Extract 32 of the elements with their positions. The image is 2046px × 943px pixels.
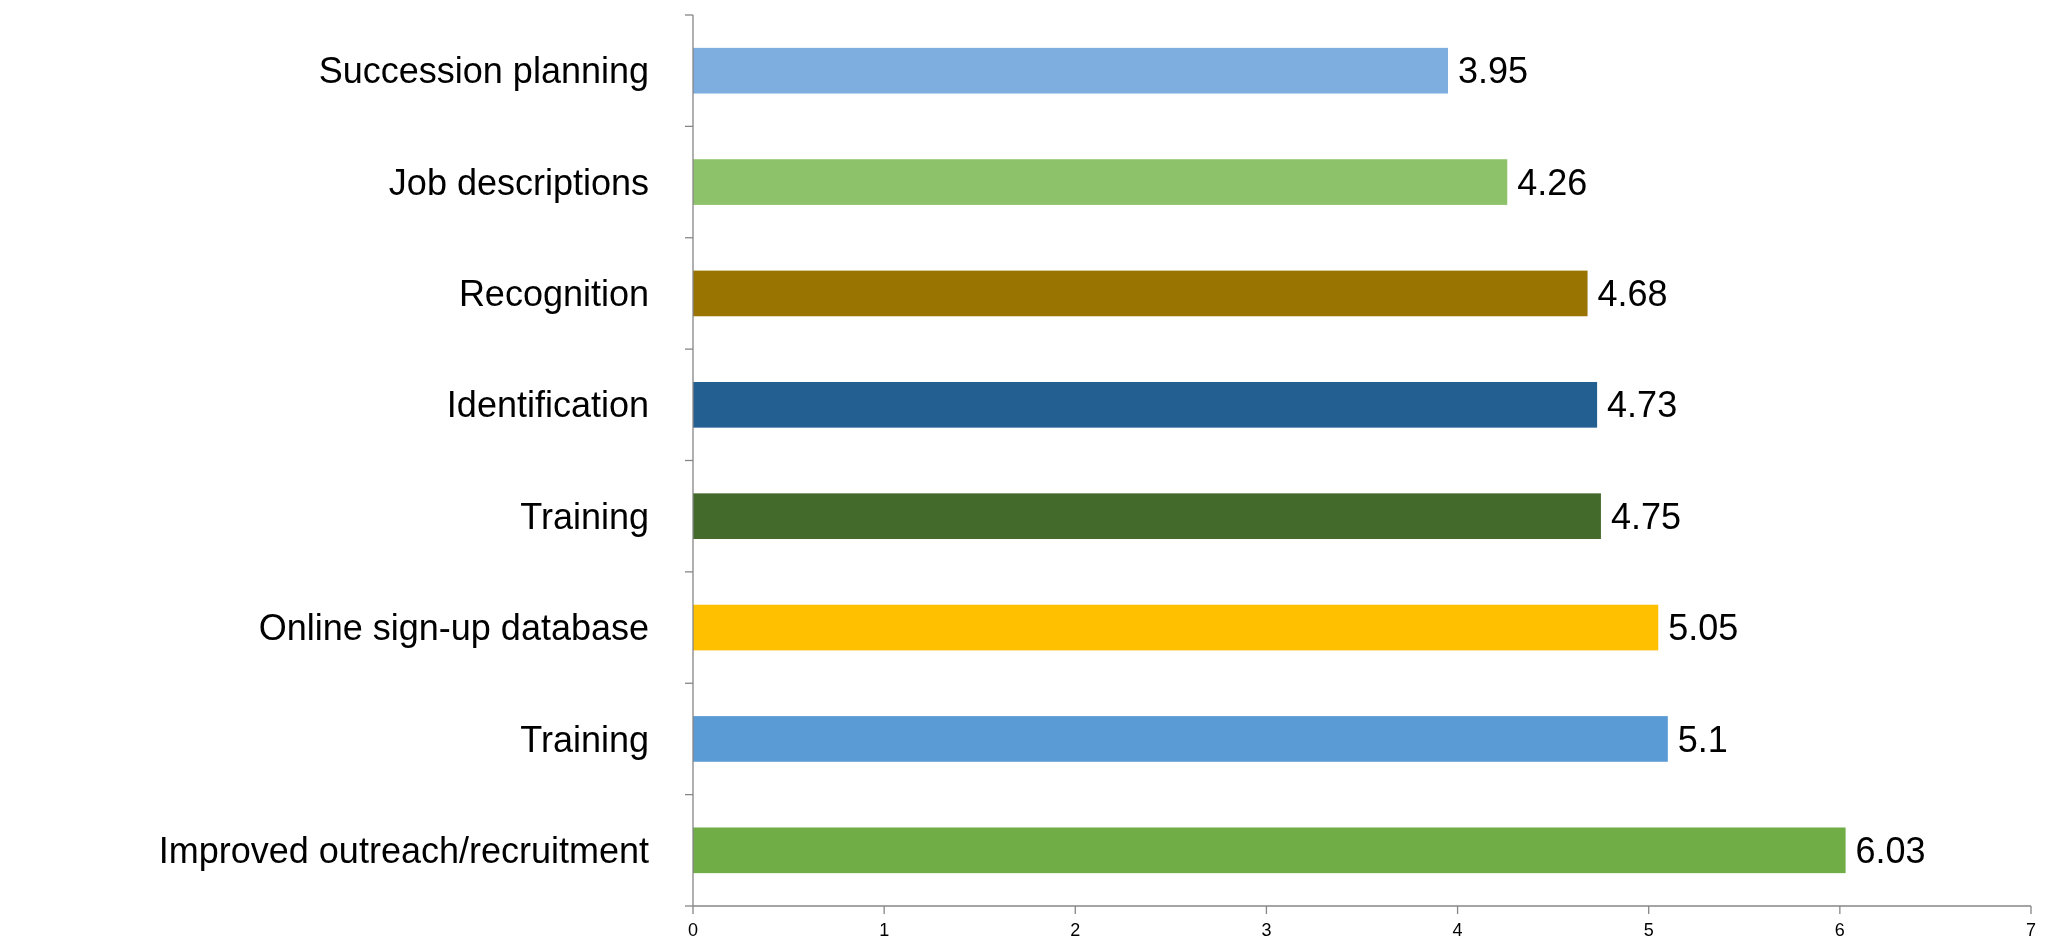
x-tick-label: 7 [2025, 920, 2037, 940]
x-tick-label: 0 [687, 920, 699, 940]
bar [693, 716, 1668, 762]
data-label: 4.68 [1597, 273, 1668, 315]
x-tick-label: 5 [1643, 920, 1654, 940]
data-label: 4.26 [1517, 161, 1588, 203]
x-tick-label: 3 [1261, 920, 1272, 940]
y-tick-label: Improved outreach/recruitment [158, 829, 649, 871]
data-label: 5.1 [1677, 718, 1728, 760]
data-label: 4.73 [1607, 384, 1678, 426]
x-tick-label: 6 [1834, 920, 1845, 940]
data-label: 3.95 [1458, 50, 1529, 92]
bar [693, 493, 1601, 540]
y-tick-label: Recognition [458, 273, 649, 315]
y-tick-label: Job descriptions [388, 161, 649, 203]
y-tick-label: Identification [446, 384, 649, 426]
bar [693, 381, 1598, 428]
y-tick-label: Training [520, 495, 649, 537]
bar [693, 47, 1449, 94]
bar [693, 604, 1659, 651]
y-tick-label: Succession planning [318, 50, 649, 92]
data-label: 5.05 [1668, 607, 1739, 649]
x-tick-label: 1 [879, 920, 890, 940]
x-tick-label: 4 [1452, 920, 1463, 940]
data-label: 4.75 [1610, 495, 1682, 537]
bar [693, 270, 1588, 317]
y-tick-label: Online sign-up database [258, 607, 649, 649]
bar [693, 159, 1508, 205]
y-tick-label: Training [520, 718, 649, 760]
data-label: 6.03 [1855, 829, 1926, 871]
bar [693, 827, 1846, 874]
x-tick-label: 2 [1070, 920, 1081, 940]
